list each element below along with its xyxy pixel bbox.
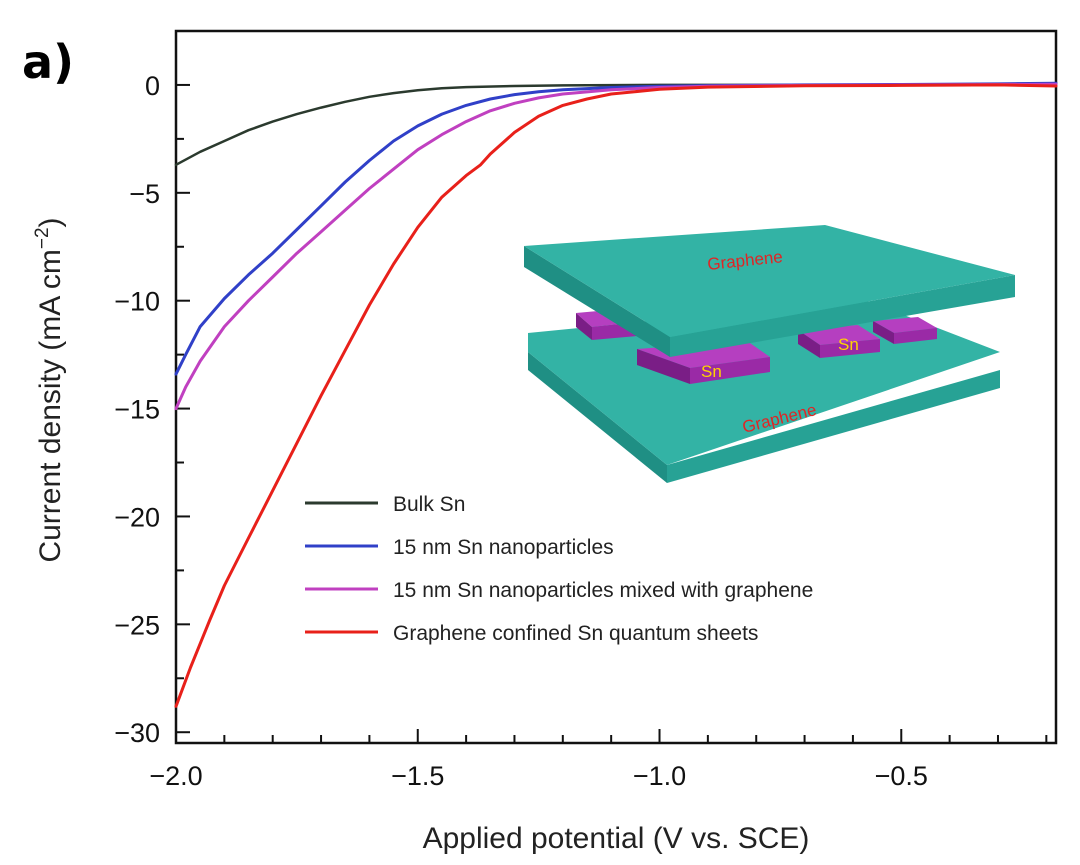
x-tick-label: −2.0 [149,761,202,791]
y-tick-label: −10 [114,287,160,317]
y-tick-label: −5 [129,179,160,209]
panel-label: a) [22,35,74,89]
legend-label-4: Graphene confined Sn quantum sheets [393,622,758,645]
y-axis-title-close: ) [34,217,67,227]
x-tick-label: −1.0 [633,761,686,791]
legend-label-2: 15 nm Sn nanoparticles [393,536,614,559]
inset-schematic: Sn Sn Graphene Graphene [524,225,1015,483]
data-curves [174,81,1058,708]
bottom-graphene-sheet-side [528,352,667,483]
axis-ticks: −2.0 −1.5 −1.0 −0.5 0 −5 −10 −15 −20 −25 −30 [114,71,1048,791]
y-axis-title: Current density (mA cm−2) [32,217,67,562]
legend: Bulk Sn 15 nm Sn nanoparticles 15 nm Sn na… [305,493,813,645]
top-graphene-sheet-side [524,246,670,357]
y-tick-label: −25 [114,610,160,640]
series-line-4 [174,83,1058,708]
top-graphene-sheet [524,225,1015,337]
y-axis-title-superscript: −2 [32,227,53,249]
series-line-1 [174,82,1058,167]
y-tick-label: −15 [114,395,160,425]
sn-label-1: Sn [701,362,722,381]
legend-label-1: Bulk Sn [393,493,465,516]
y-tick-label: −30 [114,718,160,748]
x-tick-label: −1.5 [391,761,444,791]
legend-label-3: 15 nm Sn nanoparticles mixed with graphe… [393,579,813,602]
bottom-graphene-sheet-front [667,370,1000,483]
sn-label-2: Sn [838,335,859,354]
x-axis-title: Applied potential (V vs. SCE) [423,822,810,855]
sn-particle-4 [873,317,937,344]
y-tick-label: 0 [145,71,160,101]
y-axis-title-main: Current density (mA cm [34,249,67,562]
plot-frame [174,29,1058,745]
top-graphene-sheet-front [670,275,1015,357]
x-tick-label: −0.5 [875,761,928,791]
y-tick-label: −20 [114,502,160,532]
